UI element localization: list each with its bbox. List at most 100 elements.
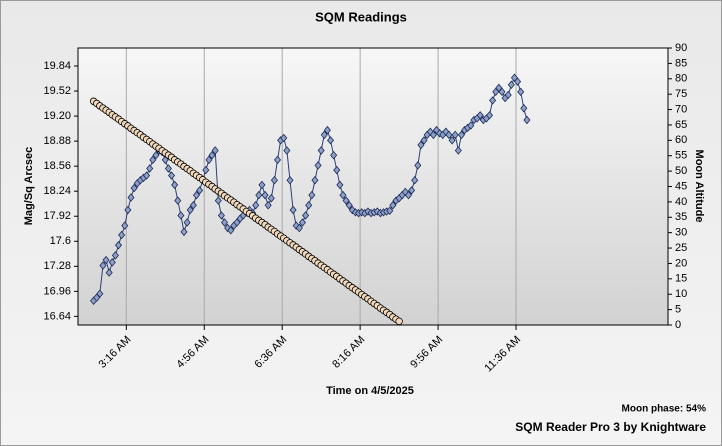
sqm-point — [514, 77, 522, 86]
sqm-point — [183, 218, 191, 227]
sqm-point — [476, 111, 484, 120]
sqm-point — [404, 190, 412, 200]
sqm-point — [485, 111, 494, 120]
sqm-point — [105, 268, 113, 277]
y2-tick-label: 60 — [675, 134, 687, 146]
sqm-point — [454, 146, 462, 155]
sqm-point — [270, 176, 278, 185]
sqm-point — [283, 146, 291, 155]
y2-tick-label: 5 — [675, 304, 681, 316]
y-tick-label: 16.96 — [43, 285, 71, 297]
sqm-point — [143, 171, 151, 180]
sqm-point — [108, 258, 116, 267]
sqm-point — [339, 190, 347, 200]
y2-tick-label: 35 — [675, 211, 687, 223]
sqm-point — [274, 155, 282, 165]
y2-tick-label: 75 — [675, 88, 687, 100]
sqm-point — [171, 180, 179, 190]
y-tick-label: 16.64 — [43, 310, 71, 322]
sqm-point — [408, 186, 416, 195]
sqm-point — [130, 183, 138, 193]
sqm-point — [386, 206, 394, 215]
sqm-point — [280, 133, 288, 143]
sqm-point — [302, 211, 310, 220]
sqm-point — [330, 150, 338, 160]
sqm-point — [217, 211, 225, 220]
sqm-point — [498, 87, 506, 97]
moon-phase: Moon phase: 54% — [622, 404, 707, 415]
y-tick-label: 19.84 — [43, 60, 71, 72]
sqm-point — [489, 96, 497, 105]
y-axis-label: Mag/Sq Arcsec — [23, 147, 35, 225]
sqm-point — [261, 190, 269, 200]
y-tick-label: 17.92 — [43, 210, 71, 222]
chart-title: SQM Readings — [315, 9, 407, 24]
sqm-point — [467, 121, 475, 130]
marks — [89, 73, 531, 326]
sqm-point — [146, 164, 154, 173]
sqm-point — [327, 136, 335, 145]
sqm-point — [180, 227, 188, 237]
sqm-point — [298, 218, 306, 227]
sqm-point — [252, 201, 260, 210]
sqm-point — [102, 255, 110, 265]
sqm-point — [121, 221, 129, 230]
sqm-point — [517, 87, 525, 97]
credit: SQM Reader Pro 3 by Knightware — [515, 420, 706, 434]
sqm-point — [457, 130, 465, 140]
y-tick-label: 19.20 — [43, 110, 71, 122]
y-tick-label: 18.88 — [43, 135, 71, 147]
y2-tick-label: 90 — [675, 42, 687, 54]
y2-tick-label: 40 — [675, 196, 687, 208]
y-tick-label: 17.28 — [43, 260, 71, 272]
sqm-point — [177, 211, 185, 220]
sqm-point — [336, 180, 344, 190]
y2-tick-label: 85 — [675, 57, 687, 69]
sqm-point — [320, 130, 328, 140]
sqm-point — [448, 136, 456, 145]
sqm-point — [286, 176, 294, 185]
y-tick-label: 18.24 — [43, 185, 71, 197]
y2-tick-label: 80 — [675, 73, 687, 85]
sqm-point — [345, 201, 353, 210]
grid — [74, 47, 672, 330]
sqm-point — [208, 150, 216, 160]
y2-tick-label: 30 — [675, 227, 687, 239]
y2-tick-label: 65 — [675, 119, 687, 131]
sqm-point — [196, 186, 204, 195]
sqm-point — [264, 201, 272, 210]
sqm-point — [289, 205, 297, 215]
sqm-point — [205, 155, 213, 165]
sqm-point — [267, 194, 275, 203]
sqm-point — [221, 218, 229, 227]
sqm-point — [520, 104, 528, 113]
sqm-point — [420, 136, 428, 145]
sqm-point — [308, 190, 316, 200]
y2-tick-label: 55 — [675, 150, 687, 162]
sqm-point — [333, 165, 341, 175]
sqm-point — [317, 146, 325, 155]
sqm-point — [323, 125, 331, 135]
sqm-point — [255, 190, 263, 200]
sqm-point — [504, 90, 512, 100]
sqm-point — [211, 146, 219, 155]
x-axis-label: Time on 4/5/2025 — [326, 385, 414, 397]
sqm-point — [192, 190, 200, 200]
sqm-point — [411, 176, 419, 185]
sqm-point — [202, 165, 210, 175]
y2-tick-label: 70 — [675, 103, 687, 115]
sqm-point — [214, 196, 222, 205]
plot-area — [78, 48, 668, 325]
sqm-point — [189, 201, 197, 210]
plot-border — [77, 47, 669, 326]
y-tick-label: 18.56 — [43, 160, 71, 172]
sqm-point — [118, 230, 126, 240]
y2-axis-label: Moon Altitude — [693, 150, 705, 223]
sqm-point — [314, 161, 322, 170]
sqm-point — [389, 201, 397, 210]
sqm-point — [417, 140, 425, 150]
sqm-point — [111, 251, 119, 260]
sqm-point — [305, 201, 313, 210]
sqm-point — [96, 289, 104, 298]
